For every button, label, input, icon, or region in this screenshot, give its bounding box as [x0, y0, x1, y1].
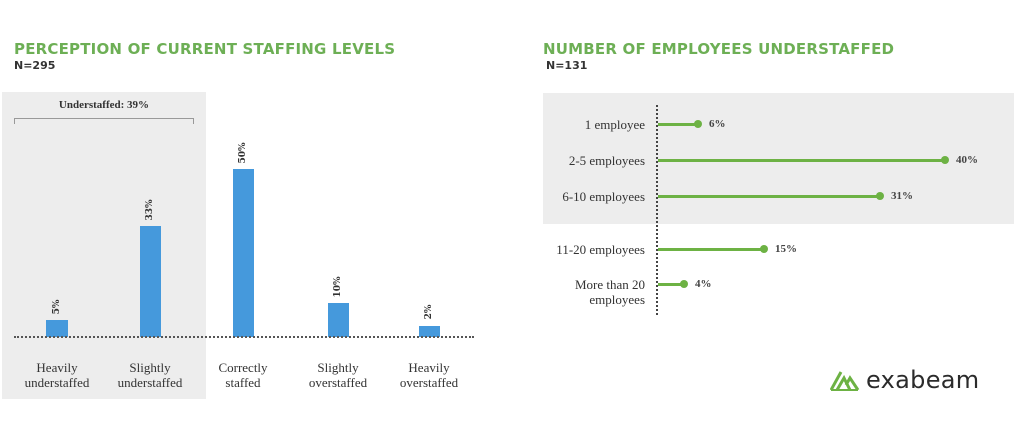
understaffed-bracket-label: Understaffed: 39%	[58, 99, 150, 111]
category-line: understaffed	[24, 375, 90, 390]
left-chart-n: N=295	[14, 59, 56, 72]
lollipop-line	[658, 159, 945, 162]
category-line: Slightly	[317, 360, 359, 375]
category-label: Heavily understaffed	[2, 360, 112, 390]
category-label: Slightly overstaffed	[283, 360, 393, 390]
bar-heavily-overstaffed	[419, 326, 440, 337]
logo-text: exabeam	[866, 366, 980, 394]
lollipop-line	[658, 123, 698, 126]
exabeam-logo: exabeam	[829, 364, 980, 396]
lollipop-dot	[694, 120, 702, 128]
category-label: Heavily overstaffed	[374, 360, 484, 390]
row-label: 11-20 employees	[556, 242, 645, 257]
category-line: overstaffed	[399, 375, 459, 390]
y-axis-line	[656, 105, 658, 315]
understaffed-highlight-panel	[2, 92, 206, 399]
row-label: More than 20 employees	[505, 277, 645, 307]
category-line: Correctly	[218, 360, 268, 375]
lollipop-dot	[941, 156, 949, 164]
lollipop-dot	[680, 280, 688, 288]
category-label: Correctly staffed	[188, 360, 298, 390]
lollipop-dot	[760, 245, 768, 253]
category-line: understaffed	[117, 375, 183, 390]
right-chart-n: N=131	[546, 59, 588, 72]
exabeam-chevrons-icon	[829, 368, 860, 392]
lollipop-line	[658, 248, 764, 251]
bar-slightly-overstaffed	[328, 303, 349, 337]
right-highlight-panel	[543, 93, 1014, 224]
right-chart-title: NUMBER OF EMPLOYEES UNDERSTAFFED	[543, 40, 895, 58]
bar-heavily-understaffed	[46, 320, 68, 337]
category-line: Heavily	[36, 360, 78, 375]
row-value: 15%	[775, 243, 797, 255]
category-line: staffed	[225, 375, 261, 390]
category-label: Slightly understaffed	[95, 360, 205, 390]
row-label: 1 employee	[584, 117, 645, 132]
understaffed-bracket	[14, 118, 194, 124]
left-chart-title: PERCEPTION OF CURRENT STAFFING LEVELS	[14, 40, 396, 58]
row-value: 31%	[891, 190, 913, 202]
row-label: 2-5 employees	[568, 153, 645, 168]
lollipop-dot	[876, 192, 884, 200]
lollipop-line	[658, 283, 684, 286]
x-axis-baseline	[14, 336, 474, 338]
row-label-line: employees	[589, 292, 645, 307]
lollipop-line	[658, 195, 880, 198]
row-value: 40%	[956, 154, 978, 166]
left-bar-chart: 5% 33% 50% 10% 2% Heavily understaffed S…	[0, 0, 480, 400]
category-line: Slightly	[129, 360, 171, 375]
category-line: overstaffed	[308, 375, 368, 390]
bar-slightly-understaffed	[140, 226, 161, 337]
bar-correctly-staffed	[233, 169, 254, 337]
row-value: 4%	[695, 278, 712, 290]
row-label: 6-10 employees	[562, 189, 645, 204]
category-line: Heavily	[408, 360, 450, 375]
row-label-line: More than 20	[574, 277, 645, 292]
row-value: 6%	[709, 118, 726, 130]
